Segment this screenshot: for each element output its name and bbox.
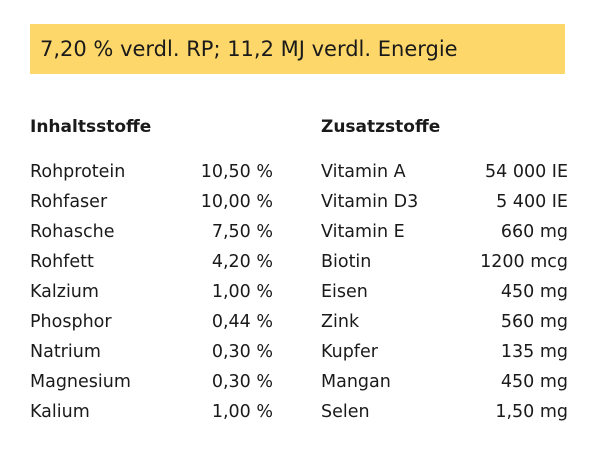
additive-row-name: Biotin [321, 252, 372, 272]
additive-row-name: Zink [321, 312, 360, 332]
ingredient-row-name: Rohprotein [30, 162, 126, 182]
ingredient-row-value: 1,00 % [211, 282, 273, 302]
additive-row-name: Vitamin E [321, 222, 405, 242]
additive-row-value: 135 mg [500, 342, 568, 362]
ingredient-row-value: 4,20 % [211, 252, 273, 272]
energy-banner: 7,20 % verdl. RP; 11,2 MJ verdl. Energie [30, 24, 565, 74]
additive-row-name: Mangan [321, 372, 391, 392]
additive-row-value: 660 mg [500, 222, 568, 242]
ingredient-row: Kalium 1,00 % [30, 397, 273, 427]
additive-row-name: Vitamin D3 [321, 192, 419, 212]
ingredient-row-name: Natrium [30, 342, 101, 362]
ingredients-list: Rohprotein 10,50 % Rohfaser 10,00 % Rohasche… [30, 157, 273, 427]
ingredient-row-name: Phosphor [30, 312, 112, 332]
ingredient-row: Rohfett 4,20 % [30, 247, 273, 277]
ingredient-row-value: 10,50 % [200, 162, 273, 182]
ingredients-heading: Inhaltsstoffe [30, 117, 152, 137]
additive-row: Zink 560 mg [321, 307, 568, 337]
ingredient-row-value: 0,44 % [211, 312, 273, 332]
ingredient-row: Phosphor 0,44 % [30, 307, 273, 337]
ingredient-row: Magnesium 0,30 % [30, 367, 273, 397]
ingredient-row-name: Magnesium [30, 372, 131, 392]
additive-row-value: 450 mg [500, 282, 568, 302]
additive-row-value: 1200 mcg [480, 252, 568, 272]
additive-row-value: 5 400 IE [496, 192, 568, 212]
ingredient-row-value: 1,00 % [211, 402, 273, 422]
ingredient-row-name: Rohfett [30, 252, 94, 272]
additive-row-name: Vitamin A [321, 162, 406, 182]
ingredient-row: Rohprotein 10,50 % [30, 157, 273, 187]
additive-row: Mangan 450 mg [321, 367, 568, 397]
ingredient-row-name: Rohasche [30, 222, 115, 242]
additive-row: Selen 1,50 mg [321, 397, 568, 427]
ingredient-row: Rohfaser 10,00 % [30, 187, 273, 217]
ingredient-row-value: 7,50 % [211, 222, 273, 242]
ingredient-row-value: 0,30 % [211, 342, 273, 362]
ingredient-row-value: 0,30 % [211, 372, 273, 392]
additive-row: Vitamin D3 5 400 IE [321, 187, 568, 217]
ingredient-row-name: Kalzium [30, 282, 99, 302]
additive-row: Kupfer 135 mg [321, 337, 568, 367]
additive-row-value: 450 mg [500, 372, 568, 392]
additives-list: Vitamin A 54 000 IE Vitamin D3 5 400 IE Vita… [321, 157, 568, 427]
ingredient-row-name: Rohfaser [30, 192, 108, 212]
additive-row: Eisen 450 mg [321, 277, 568, 307]
additive-row-value: 54 000 IE [484, 162, 568, 182]
additive-row-name: Kupfer [321, 342, 378, 362]
additive-row-value: 560 mg [500, 312, 568, 332]
ingredient-row: Kalzium 1,00 % [30, 277, 273, 307]
energy-banner-text: 7,20 % verdl. RP; 11,2 MJ verdl. Energie [40, 37, 458, 61]
additive-row: Biotin 1200 mcg [321, 247, 568, 277]
additive-row-name: Selen [321, 402, 370, 422]
additive-row-value: 1,50 mg [495, 402, 568, 422]
additives-heading: Zusatzstoffe [321, 117, 441, 137]
ingredient-row-name: Kalium [30, 402, 90, 422]
ingredient-row: Rohasche 7,50 % [30, 217, 273, 247]
additive-row-name: Eisen [321, 282, 368, 302]
additive-row: Vitamin E 660 mg [321, 217, 568, 247]
ingredient-row-value: 10,00 % [200, 192, 273, 212]
additive-row: Vitamin A 54 000 IE [321, 157, 568, 187]
ingredient-row: Natrium 0,30 % [30, 337, 273, 367]
